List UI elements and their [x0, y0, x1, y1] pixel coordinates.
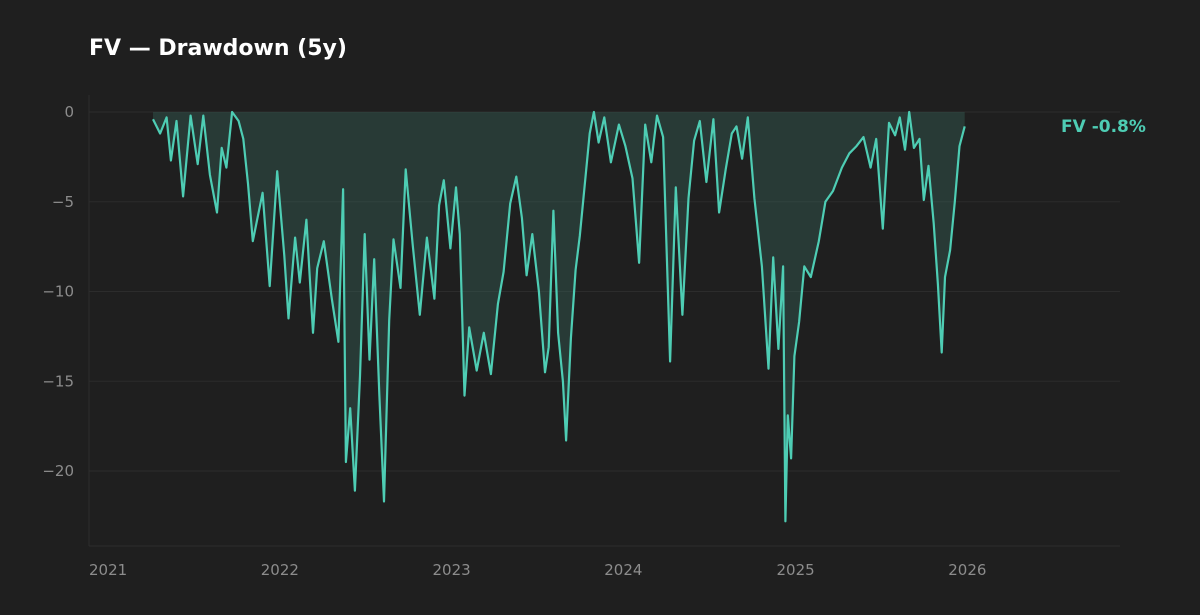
drawdown-line	[152, 110, 966, 523]
series-end-label: FV -0.8%	[1061, 117, 1146, 137]
x-tick-label: 2026	[948, 561, 986, 579]
y-tick-label: −20	[42, 462, 74, 480]
drawdown-area-fill	[153, 112, 965, 522]
x-tick-label: 2021	[89, 561, 127, 579]
x-tick-label: 2022	[261, 561, 299, 579]
axes: 0 −5 −10 −15 −20 2021 2022 2023 2024 2025 2026	[42, 95, 1120, 579]
end-labels: FV -0.8%	[1061, 117, 1146, 137]
x-tick-label: 2023	[433, 561, 471, 579]
drawdown-area	[153, 112, 965, 522]
x-tick-label: 2024	[604, 561, 642, 579]
grid-lines	[89, 111, 1120, 472]
y-tick-label: −15	[42, 372, 74, 390]
y-tick-label: −5	[52, 193, 74, 211]
y-tick-label: −10	[42, 283, 74, 301]
x-tick-label: 2025	[776, 561, 814, 579]
y-tick-label: 0	[64, 103, 74, 121]
chart-title: FV — Drawdown (5y)	[89, 36, 347, 61]
drawdown-series-line	[152, 110, 966, 523]
